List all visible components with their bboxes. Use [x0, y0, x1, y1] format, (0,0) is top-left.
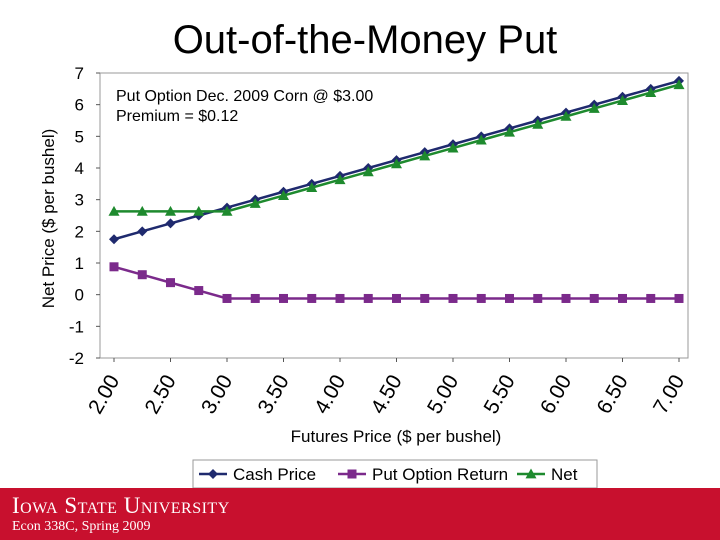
x-tick-label: 2.50	[140, 371, 180, 418]
slide-title: Out-of-the-Money Put	[172, 18, 558, 62]
data-point-put-option-return	[307, 293, 317, 303]
x-tick-label: 3.50	[253, 371, 293, 418]
footer-bar: Iowa State University Econ 338C, Spring …	[0, 488, 720, 540]
y-tick-label: -2	[69, 349, 84, 368]
legend-box	[192, 459, 598, 488]
y-tick-label: 6	[75, 96, 84, 115]
data-point-put-option-return	[589, 293, 599, 303]
data-point-put-option-return	[194, 286, 204, 296]
data-point-net	[193, 205, 205, 216]
y-tick-label: 4	[75, 159, 84, 178]
data-point-net	[306, 182, 318, 193]
y-tick-label: 1	[75, 254, 84, 273]
data-point-put-option-return	[448, 293, 458, 303]
x-tick-label: 4.00	[310, 371, 350, 418]
legend-entry: Put Option Return	[372, 465, 508, 484]
data-point-net	[391, 158, 402, 169]
legend-entry: Cash Price	[233, 465, 316, 484]
data-point-net	[278, 190, 289, 200]
y-tick-label: 3	[75, 191, 84, 210]
data-point-net	[560, 110, 572, 121]
y-tick-label: 7	[75, 64, 84, 83]
x-tick-label: 5.50	[479, 371, 519, 418]
data-point-net	[504, 126, 515, 137]
data-point-put-option-return	[109, 262, 119, 272]
data-point-net	[334, 174, 346, 185]
data-point-cash-price	[165, 218, 176, 229]
data-point-net	[617, 95, 628, 105]
annotation-line: Premium = $0.12	[116, 108, 238, 125]
line-chart: Put Option Dec. 2009 Corn @ $3.00 Premium…	[39, 64, 689, 488]
data-point-cash-price	[137, 226, 148, 237]
data-point-net	[165, 205, 176, 216]
data-point-put-option-return	[420, 293, 430, 303]
legend-marker	[525, 468, 537, 479]
x-tick-label: 7.00	[649, 371, 689, 418]
chart-annotation: Put Option Dec. 2009 Corn @ $3.00 Premium…	[116, 88, 373, 125]
data-point-put-option-return	[618, 293, 627, 303]
legend-marker	[347, 469, 357, 479]
x-tick-label: 4.50	[366, 371, 406, 418]
data-point-put-option-return	[250, 293, 260, 303]
x-tick-label: 3.00	[197, 371, 237, 418]
data-point-net	[108, 205, 120, 216]
x-axis-label: Futures Price ($ per bushel)	[291, 427, 502, 446]
x-tick-label: 6.00	[536, 371, 576, 418]
y-tick-label: 2	[75, 222, 84, 241]
y-tick-label: -1	[69, 317, 84, 336]
data-point-put-option-return	[561, 293, 571, 303]
data-point-put-option-return	[476, 293, 486, 303]
data-point-cash-price	[109, 234, 119, 245]
x-tick-label: 2.00	[84, 371, 124, 418]
legend-entry: Net	[551, 465, 578, 484]
university-logo-text: Iowa State University	[12, 493, 230, 518]
data-point-put-option-return	[505, 293, 514, 303]
data-point-net	[362, 166, 374, 177]
y-tick-label: 0	[75, 286, 84, 305]
data-point-put-option-return	[646, 293, 656, 303]
data-point-net	[645, 87, 657, 98]
data-point-put-option-return	[137, 270, 147, 280]
data-point-put-option-return	[222, 293, 232, 303]
legend-marker	[208, 469, 218, 479]
data-point-net	[249, 197, 261, 208]
data-point-net	[532, 118, 544, 129]
data-point-net	[419, 150, 431, 161]
data-point-net	[447, 142, 459, 153]
x-tick-label: 5.00	[423, 371, 463, 418]
series-put-option-return	[109, 262, 684, 303]
data-point-net	[475, 134, 487, 145]
data-point-net	[221, 205, 233, 216]
data-point-put-option-return	[674, 293, 684, 303]
data-point-put-option-return	[335, 293, 345, 303]
legend: Cash Price Put Option Return Net	[192, 459, 598, 488]
series-layer	[108, 75, 685, 303]
data-point-put-option-return	[533, 293, 543, 303]
y-axis-label: Net Price ($ per bushel)	[39, 129, 58, 309]
y-tick-label: 5	[75, 127, 84, 146]
data-point-put-option-return	[392, 293, 401, 303]
series-net	[108, 79, 685, 216]
course-label: Econ 338C, Spring 2009	[12, 519, 151, 534]
data-point-net	[136, 205, 148, 216]
x-tick-label: 6.50	[592, 371, 632, 418]
data-point-net	[673, 79, 685, 90]
annotation-line: Put Option Dec. 2009 Corn @ $3.00	[116, 88, 373, 105]
data-point-put-option-return	[363, 293, 373, 303]
data-point-put-option-return	[279, 293, 288, 303]
data-point-put-option-return	[166, 278, 175, 288]
data-point-net	[588, 102, 600, 113]
